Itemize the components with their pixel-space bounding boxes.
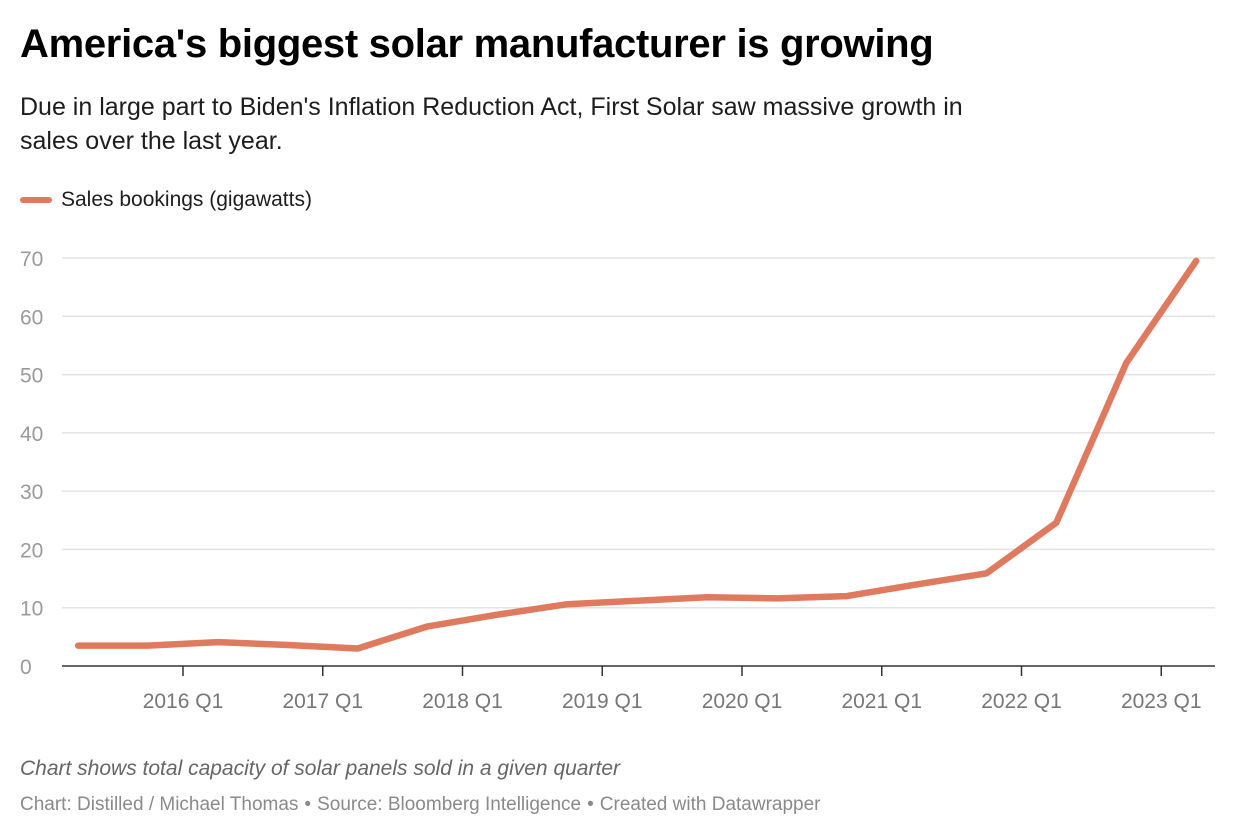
y-tick-label: 40 <box>20 423 43 446</box>
credit-tool: Created with Datawrapper <box>599 794 821 815</box>
y-tick-label: 30 <box>20 481 43 504</box>
y-tick-label: 20 <box>20 539 43 562</box>
separator: • <box>587 794 594 815</box>
x-tick-label: 2016 Q1 <box>143 690 224 713</box>
y-tick-label: 50 <box>20 365 43 388</box>
legend-label: Sales bookings (gigawatts) <box>61 188 312 211</box>
y-axis-ticks: 0 10 20 30 40 50 60 70 <box>20 248 43 679</box>
credit-author: Chart: Distilled / Michael Thomas <box>20 794 299 815</box>
grid-lines <box>62 257 1215 609</box>
chart-subtitle: Due in large part to Biden's Inflation R… <box>20 93 963 155</box>
x-tick-label: 2020 Q1 <box>702 690 783 713</box>
legend: Sales bookings (gigawatts) <box>20 185 312 215</box>
separator: • <box>304 794 312 815</box>
y-tick-label: 60 <box>20 306 43 329</box>
y-tick-label: 10 <box>20 598 43 621</box>
y-tick-label: 70 <box>20 248 43 271</box>
x-tick-label: 2021 Q1 <box>841 690 922 713</box>
x-axis: 2016 Q1 2017 Q1 2018 Q1 2019 Q1 2020 Q1 2021 … <box>62 665 1215 713</box>
x-tick-label: 2018 Q1 <box>422 690 503 713</box>
x-tick-label: 2017 Q1 <box>282 690 363 713</box>
chart-credit: Chart: Distilled / Michael Thomas • Source… <box>20 794 821 816</box>
series-line <box>74 257 1200 652</box>
x-tick-label: 2019 Q1 <box>562 690 643 713</box>
chart-title: America's biggest solar manufacturer is … <box>20 22 934 66</box>
series-group <box>74 257 1200 652</box>
y-tick-label: 0 <box>20 656 32 679</box>
x-tick-label: 2023 Q1 <box>1121 690 1202 713</box>
chart-note: Chart shows total capacity of solar pane… <box>20 757 620 780</box>
credit-source: Source: Bloomberg Intelligence <box>317 794 582 815</box>
legend-swatch <box>20 197 52 203</box>
x-tick-label: 2022 Q1 <box>981 690 1062 713</box>
